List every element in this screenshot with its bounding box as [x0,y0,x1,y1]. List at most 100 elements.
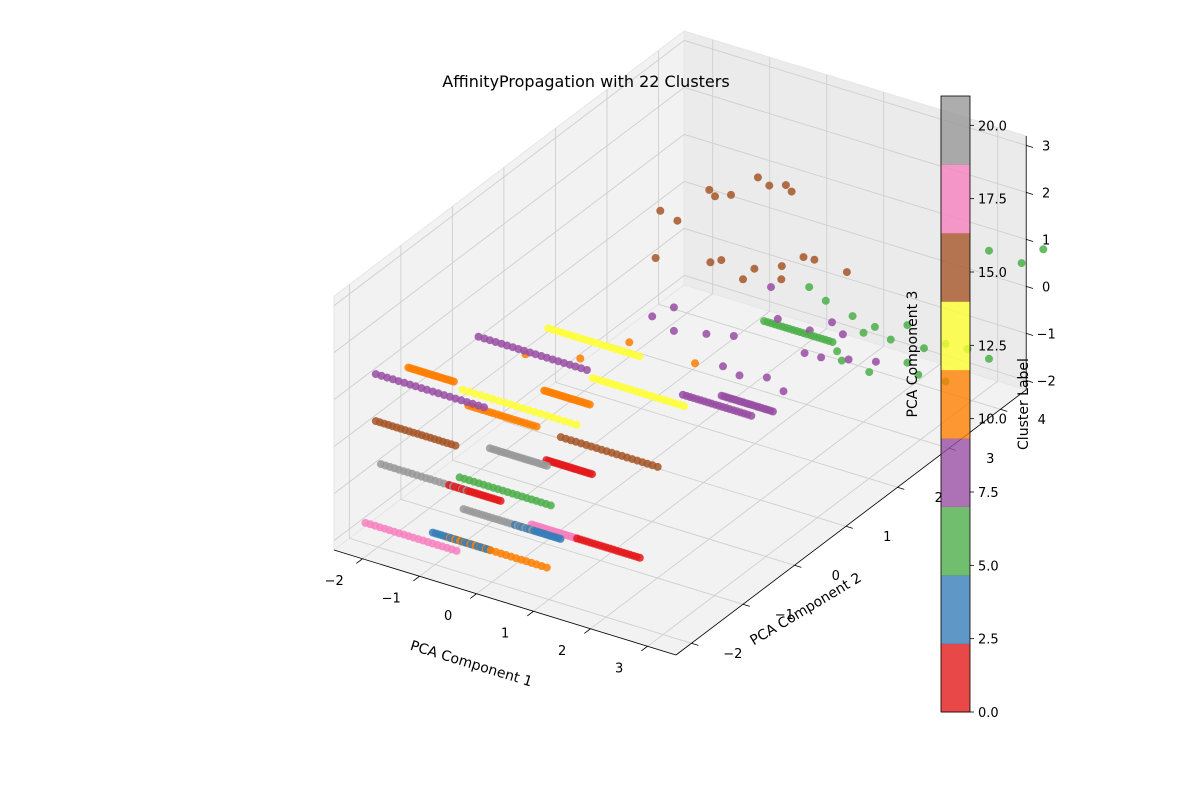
x-grid-line [476,74,828,595]
data-point [750,264,759,273]
y-tick-mark [742,603,750,607]
data-point [1017,259,1026,268]
z-tick-label: −1 [1037,327,1056,342]
data-point [464,387,473,396]
x-tick-label: −2 [325,574,344,589]
data-point [470,389,479,398]
data-point [576,354,585,363]
data-point [779,387,788,396]
data-point [777,262,786,271]
x-axis-label: PCA Component 1 [408,638,534,690]
data-point [727,190,735,199]
data-point [542,563,551,572]
colorbar-band [941,369,970,439]
data-marks [361,173,1048,572]
colorbar-tick-label: 7.5 [978,486,999,501]
data-point [817,353,826,362]
colorbar-band [941,575,970,644]
z-tick-mark [1026,286,1034,289]
colorbar-tick-label: 15.0 [978,266,1007,281]
z-tick-label: 3 [1042,139,1050,154]
chart-title: AffinityPropagation with 22 Clusters [442,72,730,91]
y-tick-label: 0 [832,569,840,584]
data-point [920,344,928,353]
colorbar-band [941,96,970,165]
z-tick-label: −2 [1037,374,1056,389]
y-tick-label: 1 [883,530,891,545]
colorbar-band [941,301,970,371]
data-point [476,391,485,400]
data-point [747,411,756,420]
colorbar: 0.0 2.5 5.0 7.5 10.0 12.5 15.0 17.5 20.0 [940,95,1007,721]
y-tick-mark [897,486,905,490]
colorbar-tick-label: 10.0 [978,413,1007,428]
data-point [451,441,460,450]
y-grid-line [658,50,1001,410]
colorbar-tick-label: 17.5 [978,193,1007,208]
data-point [480,403,488,412]
data-point [859,328,868,337]
data-point [711,192,719,201]
data-point [805,283,814,292]
data-point [828,318,836,327]
data-point [566,418,575,427]
z-tick-mark [1026,239,1034,242]
z-tick-label: 1 [1042,233,1050,248]
colorbar-tick-label: 5.0 [978,559,999,574]
data-point [625,338,634,347]
y-tick-mark [794,564,802,568]
data-point [765,181,774,190]
x-tick-label: 3 [615,662,623,677]
data-point [837,356,846,365]
data-point [871,357,880,366]
data-point [985,246,993,255]
data-point [679,402,688,411]
data-point [653,462,662,471]
z-grid-line [333,227,1027,494]
data-point [773,314,782,323]
data-point [542,461,551,470]
x-tick-mark [584,628,591,634]
data-point [530,407,539,416]
data-point [635,553,644,562]
data-point [500,398,509,407]
data-point [635,352,644,361]
data-point [524,406,533,414]
z-grid-line [333,274,1027,541]
y-grid-line [451,206,795,566]
data-point [717,256,726,265]
data-point [787,187,796,196]
data-point [651,254,660,262]
data-point [560,417,569,426]
data-point [518,404,527,413]
colorbar-tick-label: 0.0 [978,706,999,721]
data-point [1039,245,1048,254]
x-tick-mark [527,610,534,617]
data-point [532,422,541,431]
z-tick-label: 0 [1042,280,1050,295]
data-point [542,411,551,420]
x-grid-line [533,92,885,612]
z-tick-mark [1026,145,1034,148]
data-point [488,395,497,403]
data-point [729,332,738,340]
data-point [669,303,678,312]
colorbar-band [941,232,970,302]
x-tick-label: −1 [382,592,401,607]
x-tick-mark [641,645,648,652]
data-point [985,354,993,363]
data-point [735,371,744,380]
data-point [554,415,563,424]
data-point [673,216,682,225]
x-tick-label: 1 [501,627,509,642]
y-grid-line [503,167,847,527]
y-tick-mark [1000,408,1008,412]
colorbar-band [941,438,970,508]
data-point [548,413,557,422]
z-tick-mark [1026,380,1034,383]
x-tick-label: 0 [444,609,452,624]
y-grid-line [400,245,744,605]
data-point [452,546,461,555]
x-tick-mark [470,593,477,599]
